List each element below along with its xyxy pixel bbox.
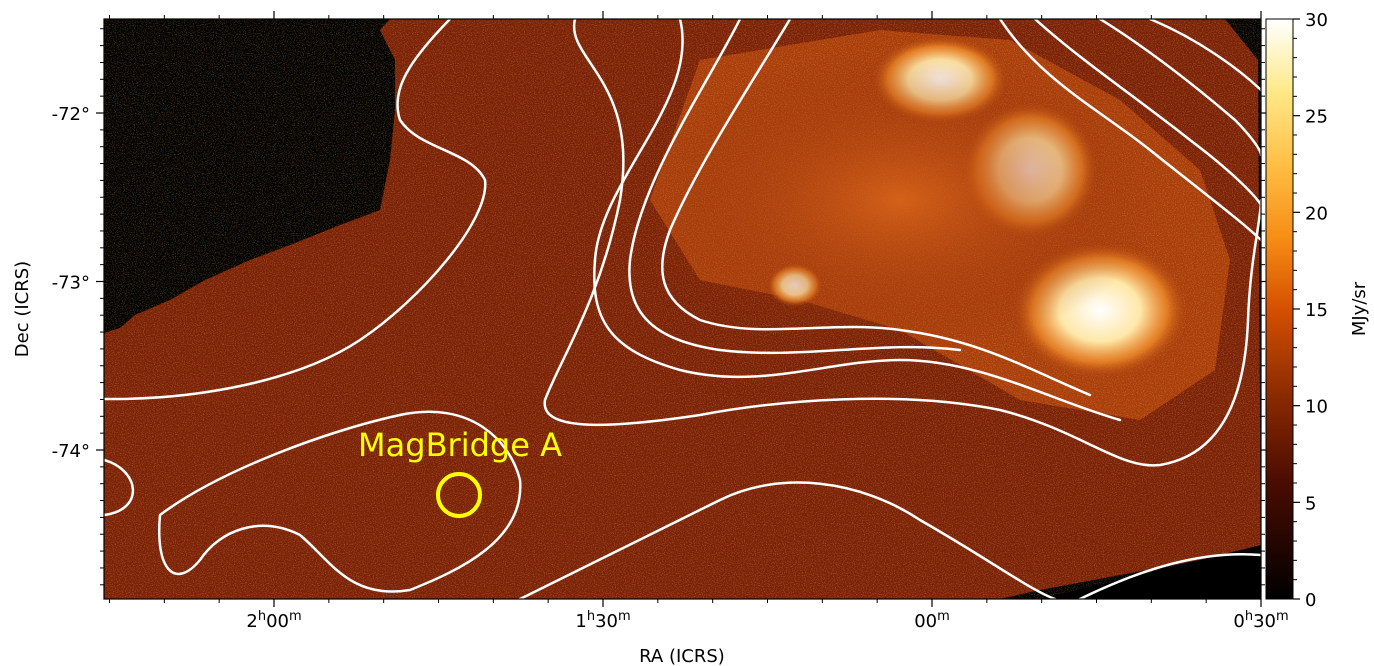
contour-line-5 [1078,553,1261,599]
contour-line-4 [518,481,1057,599]
colorbar-tick-label: 5 [1305,493,1316,514]
annotation-label: MagBridge A [358,426,562,464]
axes: 2h00m 1h30m 00m 0h30m -72° -73° -74° [52,11,1289,632]
annotation-circle [436,472,482,518]
contour-line-10 [998,19,1261,242]
contour-line-9 [661,19,1092,397]
x-axis-label: RA (ICRS) [639,646,725,666]
contour-line-3 [158,410,522,593]
plot-frame [103,18,1262,600]
x-tick-label: 0h30m [1233,609,1288,632]
x-tick-label: 1h30m [575,609,630,632]
x-tick-label: 2h00m [246,609,301,632]
colorbar-tick-label: 10 [1305,397,1328,418]
y-tick-label: -73° [52,273,90,294]
contour-line-12 [1098,19,1261,157]
contour-lines [104,19,1261,599]
contour-line-7 [593,19,1122,422]
colorbar-ticks: 0 5 10 15 20 25 30 [1293,10,1328,611]
colorbar-label: MJy/sr [1349,281,1370,336]
diffuse-glow [640,50,1160,350]
colorbar-tick-label: 30 [1305,10,1328,31]
contour-line-11 [1033,19,1261,207]
blank-wedge [1040,545,1261,599]
colorbar-tick-label: 25 [1305,107,1328,128]
contour-line-6 [543,19,1261,467]
annotation: MagBridge A [358,426,562,518]
y-axis-label: Dec (ICRS) [12,261,33,357]
y-tick-label: -74° [52,441,90,462]
colorbar-tick-label: 15 [1305,300,1328,321]
contour-line-13 [1148,19,1261,92]
colorbar-tick-label: 20 [1305,203,1328,224]
colorbar [1265,18,1294,600]
x-tick-label: 00m [914,609,950,632]
y-tick-label: -72° [52,104,90,125]
contour-line-1 [104,19,487,401]
contour-line-8 [628,19,962,355]
contour-line-2 [104,458,135,517]
colorbar-tick-label: 0 [1305,590,1316,611]
